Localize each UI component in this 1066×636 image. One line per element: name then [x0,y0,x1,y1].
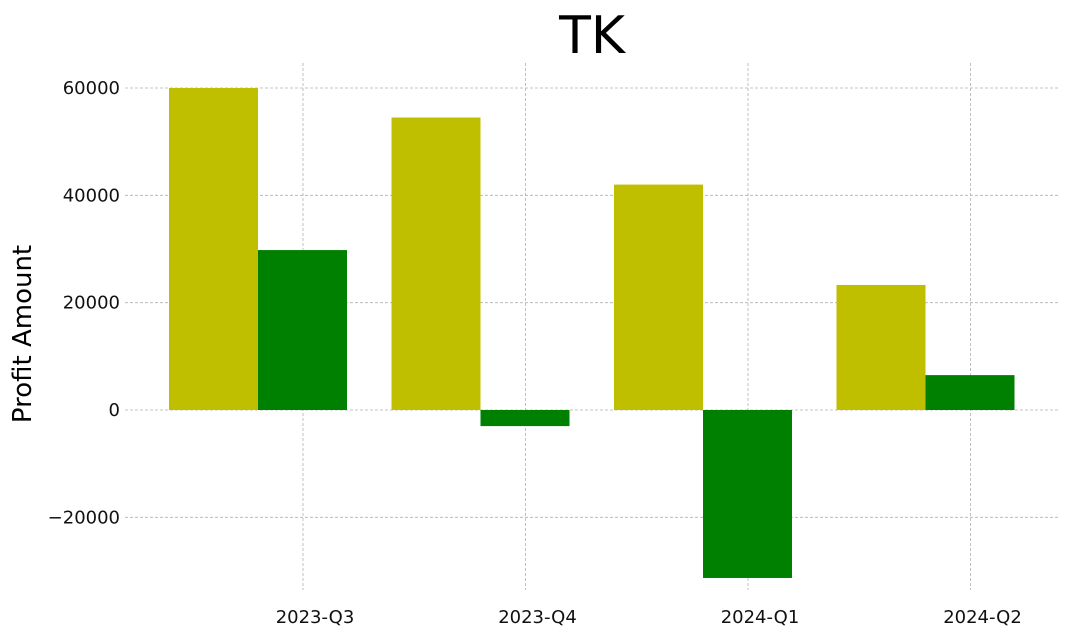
y-axis-label: Profit Amount [8,245,38,423]
y-tick-label: 60000 [63,78,120,99]
x-tick-label: 2024-Q2 [943,607,1022,628]
bars [169,88,1015,578]
y-tick-label: 20000 [63,293,120,314]
bar-series-2-2024-Q1 [703,410,792,578]
y-tick-label: −20000 [48,507,120,528]
y-axis-ticks: 60000 40000 20000 0 −20000 [48,78,120,528]
bar-series-1-2023-Q4 [391,117,481,411]
y-tick-label: 0 [109,400,120,421]
chart-title: TK [558,6,627,66]
y-tick-label: 40000 [63,185,120,206]
x-tick-label: 2024-Q1 [721,607,800,628]
bar-series-2-2023-Q3 [258,250,347,410]
x-tick-label: 2023-Q3 [276,607,355,628]
bar-series-1-2024-Q1 [614,184,703,410]
bar-series-1-2023-Q3 [169,88,258,410]
bar-series-2-2024-Q2 [925,375,1015,410]
bar-series-2-2023-Q4 [480,410,570,427]
bar-series-1-2024-Q2 [836,284,926,410]
x-tick-label: 2023-Q4 [498,607,577,628]
x-axis-ticks: 2023-Q3 2023-Q4 2024-Q1 2024-Q2 [276,607,1022,628]
